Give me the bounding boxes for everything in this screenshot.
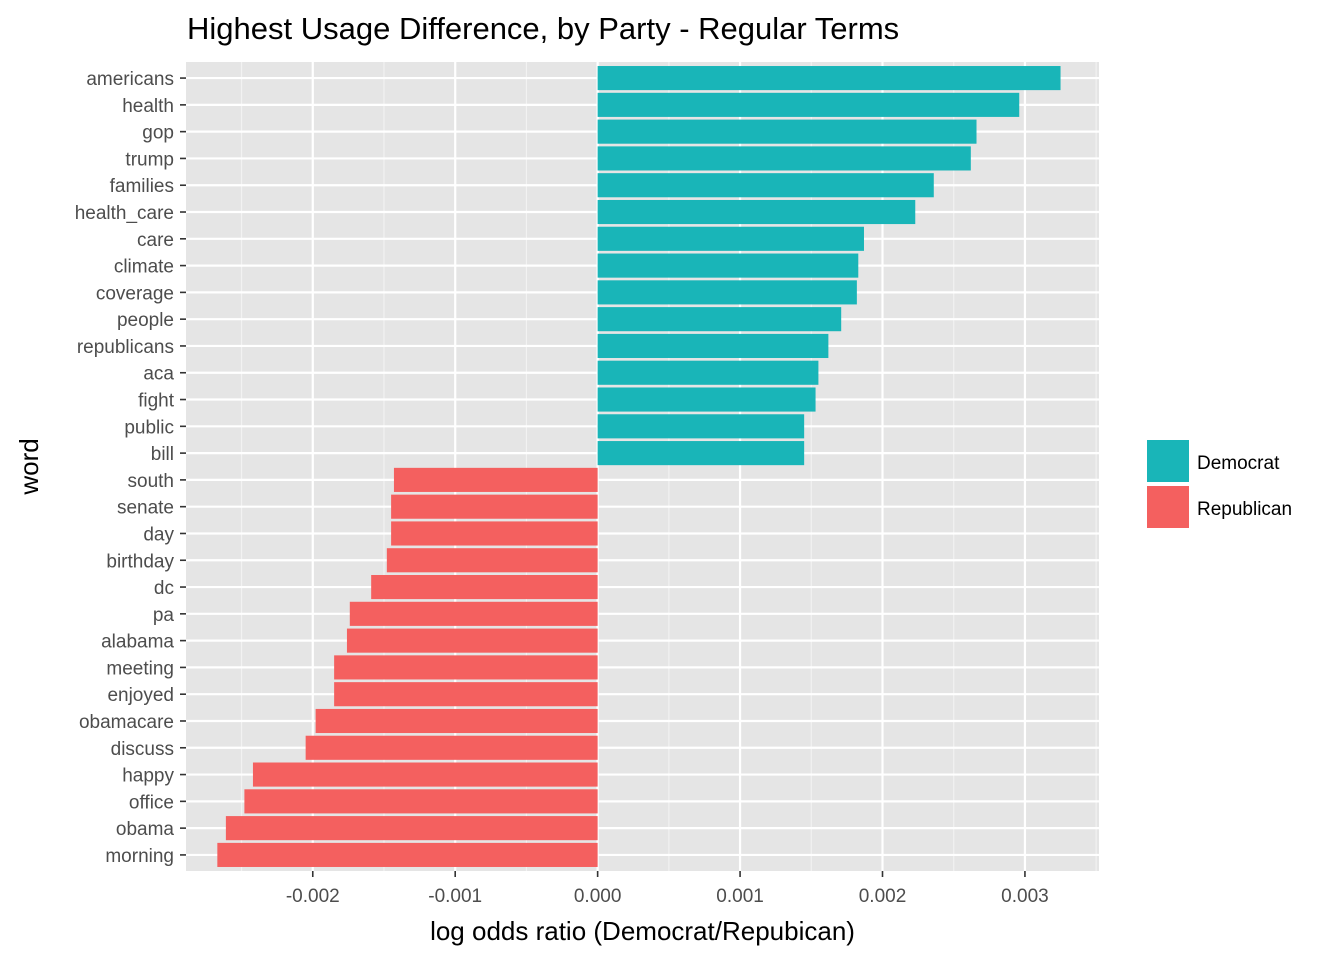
y-tick-label: enjoyed (107, 685, 174, 706)
bar-south (393, 467, 598, 492)
y-axis-title: word (14, 438, 44, 495)
legend-label: Democrat (1197, 453, 1280, 474)
bar-bill (597, 441, 805, 466)
legend-key-democrat (1147, 440, 1189, 482)
bar-dc (371, 574, 598, 600)
x-tick-label: 0.001 (716, 886, 764, 907)
y-tick-label: office (129, 792, 174, 813)
bar-trump (597, 146, 971, 171)
y-tick-label: happy (122, 766, 174, 787)
y-tick-label: health (122, 96, 174, 117)
x-tick-label: 0.000 (574, 886, 622, 907)
bar-obama (225, 816, 598, 841)
x-tick-label: -0.001 (428, 886, 482, 907)
y-tick-label: aca (143, 364, 174, 385)
bar-obamacare (315, 708, 598, 734)
bar-birthday (386, 548, 598, 573)
y-tick-label: bill (151, 444, 174, 465)
bar-senate (391, 494, 598, 519)
y-tick-label: alabama (101, 632, 174, 653)
y-tick-label: meeting (106, 658, 174, 679)
bar-morning (217, 842, 598, 867)
y-tick-label: obamacare (79, 712, 174, 733)
x-tick-label: -0.002 (286, 886, 340, 907)
bar-happy (252, 762, 598, 787)
y-tick-label: care (137, 230, 174, 251)
y-tick-label: public (124, 417, 174, 438)
bars (217, 66, 1061, 867)
y-tick-label: fight (138, 391, 175, 412)
bar-aca (597, 360, 819, 385)
y-tick-label: morning (105, 846, 174, 867)
y-tick-label: gop (142, 123, 174, 144)
chart-title: Highest Usage Difference, by Party - Reg… (187, 11, 899, 46)
bar-people (597, 307, 842, 332)
y-axis: americans health gop trump families health_ca… (75, 69, 186, 867)
bar-public (597, 414, 805, 439)
bar-meeting (334, 655, 598, 680)
bar-alabama (346, 628, 598, 653)
bar-discuss (305, 735, 598, 760)
y-tick-label: senate (117, 498, 174, 519)
x-tick-label: 0.003 (1001, 886, 1049, 907)
legend-label: Republican (1197, 499, 1292, 520)
y-tick-label: trump (125, 149, 174, 170)
bar-office (244, 789, 598, 814)
y-tick-label: day (143, 524, 174, 545)
y-tick-label: americans (86, 69, 174, 90)
bar-care (597, 226, 864, 251)
bar-enjoyed (334, 682, 598, 707)
bar-families (597, 173, 934, 198)
x-axis-title: log odds ratio (Democrat/Repubican) (430, 916, 855, 946)
y-tick-label: discuss (111, 739, 174, 760)
legend: Democrat Republican (1147, 440, 1292, 528)
bar-fight (597, 387, 816, 412)
y-tick-label: climate (114, 257, 174, 278)
legend-key-republican (1147, 486, 1189, 528)
bar-republicans (597, 333, 829, 359)
y-tick-label: pa (153, 605, 175, 626)
x-tick-label: 0.002 (859, 886, 907, 907)
y-tick-label: dc (154, 578, 174, 599)
bar-day (391, 521, 598, 546)
bar-health (597, 92, 1020, 117)
y-tick-label: obama (116, 819, 175, 840)
y-tick-label: birthday (106, 551, 174, 572)
y-tick-label: coverage (96, 283, 174, 304)
bar-americans (597, 66, 1061, 91)
bar-climate (597, 253, 859, 278)
y-tick-label: south (128, 471, 174, 492)
x-axis: -0.002 -0.001 0.000 0.001 0.002 0.003 (286, 871, 1049, 907)
bar-health_care (597, 199, 916, 225)
y-tick-label: families (110, 176, 174, 197)
bar-gop (597, 119, 977, 144)
bar-coverage (597, 280, 857, 305)
bar-pa (349, 601, 598, 626)
y-tick-label: health_care (75, 203, 174, 224)
y-tick-label: people (117, 310, 174, 331)
y-tick-label: republicans (77, 337, 174, 358)
